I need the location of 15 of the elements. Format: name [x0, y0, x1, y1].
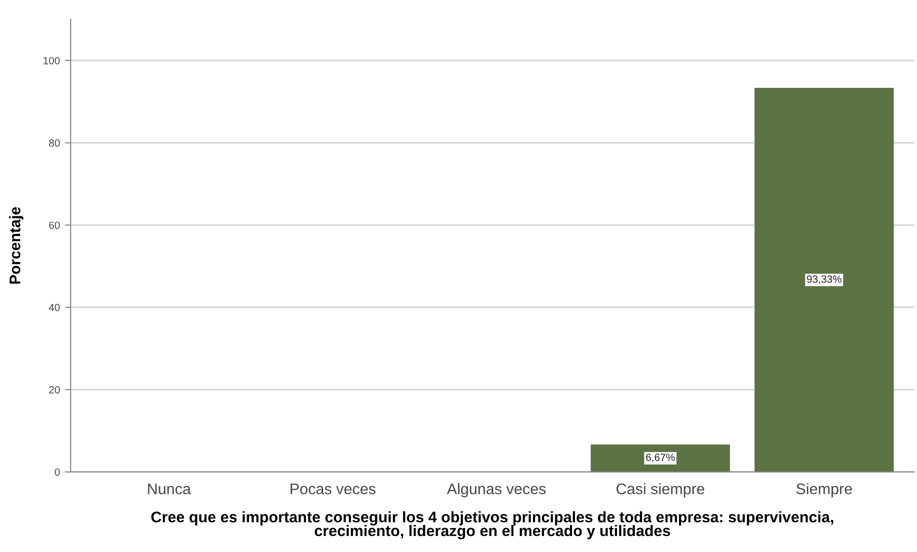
data-label: 93,33%	[806, 275, 842, 284]
y-tick-label: 20	[49, 386, 60, 394]
y-tick-label: 100	[44, 56, 60, 64]
y-tick-label: 60	[49, 222, 60, 229]
x-tick-label: Algunas veces	[446, 483, 546, 498]
y-tick-label: 80	[49, 139, 60, 147]
data-label: 6,67%	[646, 454, 675, 462]
x-tick-label: Pocas veces	[290, 484, 376, 494]
x-tick-label: Siempre	[796, 483, 852, 498]
x-tick-label: Casi siempre	[616, 483, 704, 498]
y-axis-title: Porcentaje	[9, 207, 24, 284]
x-axis-title: Cree que es importante conseguir los 4 objetivos principales de toda empresa: supervivencia, crecimiento, liderazgo en el mercado y utilidades	[151, 511, 834, 540]
y-tick-label: 40	[48, 304, 60, 312]
y-tick-label: 0	[54, 468, 60, 476]
x-tick-label: Nunca	[148, 484, 191, 494]
